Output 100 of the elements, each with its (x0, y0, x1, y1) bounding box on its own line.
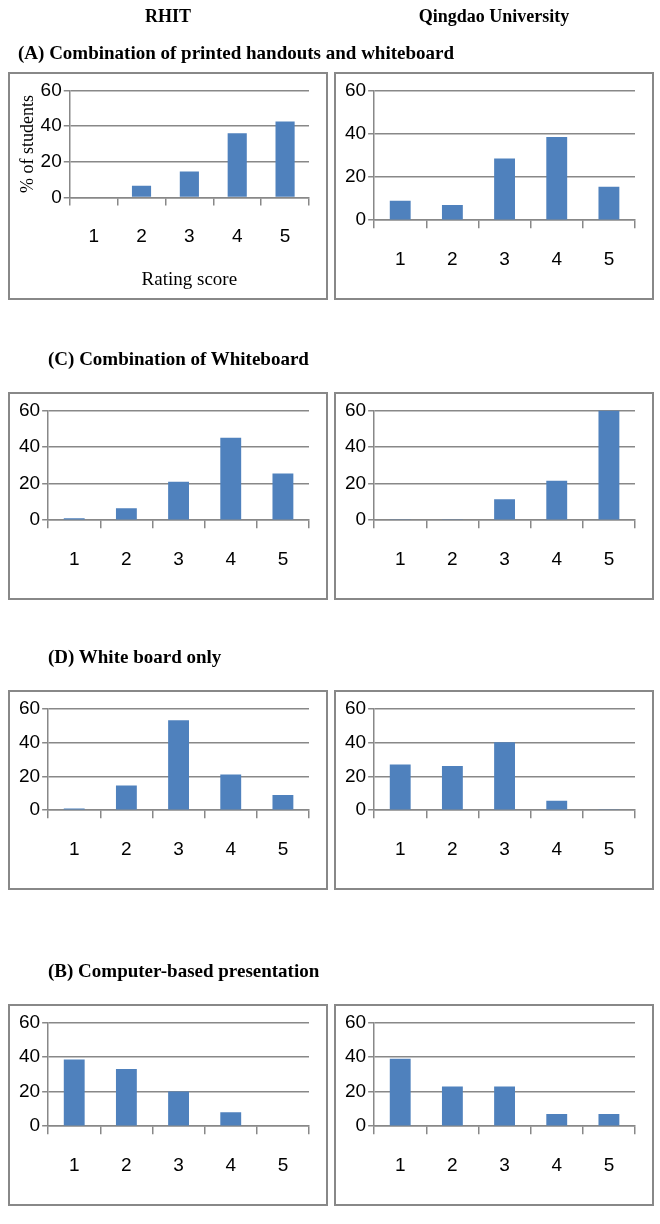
y-tick-label: 20 (40, 149, 62, 171)
bar (168, 481, 189, 520)
y-tick-label: 40 (344, 730, 367, 752)
chart-title: (A) Combination of printed handouts and whiteboard (18, 42, 455, 64)
y-tick-label: 0 (29, 1114, 41, 1136)
bar (131, 185, 152, 197)
y-tick-label: 20 (18, 764, 41, 786)
bar (494, 742, 515, 810)
y-axis-title: % of students (16, 94, 37, 193)
x-tick-label: 1 (68, 547, 80, 569)
bar (220, 437, 242, 520)
bar (441, 1086, 463, 1126)
x-tick-label: 4 (231, 225, 243, 247)
y-tick-label: 40 (344, 435, 367, 457)
y-tick-label: 0 (355, 508, 367, 530)
y-tick-label: 20 (18, 1079, 41, 1101)
y-tick-label: 40 (18, 435, 41, 457)
bar (441, 205, 463, 220)
y-tick-label: 40 (18, 1045, 41, 1067)
bar (546, 480, 568, 520)
x-tick-label: 3 (184, 225, 195, 247)
chart-subtitle: RHIT (144, 6, 192, 27)
bar (389, 200, 411, 220)
x-tick-label: 4 (551, 547, 563, 569)
x-tick-label: 1 (68, 837, 80, 859)
bar (168, 720, 189, 810)
x-tick-label: 3 (499, 1153, 510, 1175)
y-tick-label: 40 (18, 730, 41, 752)
x-tick-label: 4 (225, 547, 237, 569)
y-tick-label: 20 (18, 471, 41, 493)
x-tick-label: 2 (136, 225, 147, 247)
chart-title: (C) Combination of Whiteboard (48, 348, 309, 370)
x-tick-label: 5 (277, 1153, 289, 1175)
x-tick-label: 2 (447, 547, 458, 569)
x-tick-label: 4 (551, 247, 563, 269)
y-tick-label: 20 (344, 471, 367, 493)
y-tick-label: 0 (355, 208, 367, 230)
bar (494, 1086, 515, 1126)
x-tick-label: 5 (603, 1153, 615, 1175)
y-tick-label: 0 (51, 185, 62, 207)
y-tick-label: 0 (29, 798, 41, 820)
y-tick-label: 40 (344, 1045, 367, 1067)
x-tick-label: 3 (173, 547, 184, 569)
x-tick-label: 1 (394, 547, 406, 569)
bar (227, 133, 247, 197)
x-tick-label: 5 (277, 547, 289, 569)
y-tick-label: 40 (40, 114, 62, 136)
bar (441, 766, 463, 810)
x-tick-label: 4 (551, 1153, 563, 1175)
y-tick-label: 60 (18, 696, 41, 718)
bar (494, 499, 515, 520)
x-tick-label: 2 (447, 1153, 458, 1175)
bar (168, 1091, 189, 1126)
y-tick-label: 40 (344, 121, 367, 143)
bar (546, 800, 568, 810)
y-tick-label: 60 (344, 78, 367, 100)
bar (275, 121, 295, 197)
x-tick-label: 5 (279, 225, 291, 247)
x-tick-label: 3 (499, 247, 510, 269)
chart-title: (D) White board only (48, 646, 222, 668)
y-tick-label: 60 (344, 696, 367, 718)
y-tick-label: 0 (355, 1114, 367, 1136)
chart-subtitle: Qingdao University (417, 6, 571, 27)
y-tick-label: 60 (344, 398, 367, 420)
x-tick-label: 2 (447, 837, 458, 859)
x-tick-label: 3 (499, 837, 510, 859)
chart-title: (B) Computer-based presentation (48, 960, 320, 982)
x-tick-label: 5 (603, 247, 615, 269)
y-tick-label: 60 (344, 1010, 367, 1032)
x-tick-label: 2 (121, 837, 132, 859)
bar (546, 1114, 568, 1126)
x-tick-label: 4 (551, 837, 563, 859)
x-tick-label: 5 (603, 547, 615, 569)
x-tick-label: 1 (88, 225, 99, 247)
x-tick-label: 3 (173, 837, 184, 859)
x-axis-title: Rating score (141, 267, 238, 289)
bar (494, 158, 515, 220)
bar (63, 1059, 85, 1126)
bar (115, 1069, 137, 1126)
x-tick-label: 5 (603, 837, 615, 859)
bar (220, 1112, 242, 1126)
y-tick-label: 20 (344, 1079, 367, 1101)
y-tick-label: 60 (18, 1010, 41, 1032)
bar (179, 171, 199, 197)
bar (389, 764, 411, 810)
bar (598, 186, 620, 220)
bar (389, 1058, 411, 1126)
y-tick-label: 0 (29, 508, 41, 530)
y-tick-label: 20 (344, 165, 367, 187)
x-tick-label: 1 (68, 1153, 80, 1175)
x-tick-label: 4 (225, 837, 237, 859)
x-tick-label: 2 (121, 1153, 132, 1175)
x-tick-label: 5 (277, 837, 289, 859)
bar (220, 774, 242, 810)
y-tick-label: 20 (344, 764, 367, 786)
bar (598, 410, 620, 520)
bar (115, 508, 137, 520)
bar (272, 473, 294, 520)
x-tick-label: 2 (121, 547, 132, 569)
bar (115, 785, 137, 810)
